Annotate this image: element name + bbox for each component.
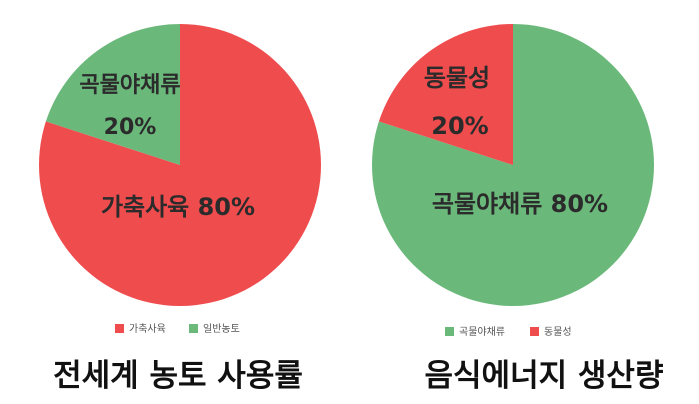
- pie-label-animal: 동물성 20%: [424, 64, 490, 140]
- legend-farmland-usage: 가축사육 일반농토: [115, 323, 240, 335]
- legend-label-cropland: 일반농토: [203, 323, 240, 335]
- slice-label-grain-vegetable-line1: 곡물야채류 80%: [432, 190, 608, 218]
- chart-food-energy: 곡물야채류 80% 동물성 20% 곡물야채류 동물성 음식에너지 생산량: [371, 24, 664, 394]
- chart-caption-farmland-usage: 전세계 농토 사용률: [53, 358, 303, 394]
- legend-swatch-animal: [530, 327, 539, 336]
- legend-swatch-livestock: [115, 324, 124, 333]
- legend-swatch-grain-vegetable: [445, 327, 454, 336]
- chart-farmland-usage: 가축사육 80% 곡물야채류 20% 가축사육 일반농토 전세계 농토 사용률: [38, 24, 321, 394]
- pie-label-livestock: 가축사육 80%: [101, 193, 255, 221]
- slice-label-cropland-line2: 20%: [104, 115, 157, 140]
- legend-food-energy: 곡물야채류 동물성: [445, 326, 572, 338]
- chart-caption-food-energy: 음식에너지 생산량: [425, 358, 664, 394]
- slice-label-livestock-line1: 가축사육 80%: [101, 193, 255, 221]
- pie-label-cropland: 곡물야채류 20%: [79, 73, 180, 140]
- slice-label-cropland-line1: 곡물야채류: [79, 73, 180, 98]
- slice-label-animal-line1: 동물성: [424, 64, 490, 92]
- pie-slice-animal: [378, 24, 513, 165]
- pie-slice-cropland: [45, 24, 180, 165]
- slice-label-animal-line2: 20%: [431, 112, 488, 140]
- legend-label-livestock: 가축사육: [129, 323, 166, 335]
- legend-label-grain-vegetable: 곡물야채류: [459, 326, 505, 338]
- legend-label-animal: 동물성: [544, 326, 572, 338]
- legend-swatch-cropland: [189, 324, 198, 333]
- pie-farmland-usage: [38, 24, 321, 306]
- pie-food-energy: [371, 24, 654, 306]
- pie-label-grain-vegetable: 곡물야채류 80%: [432, 190, 608, 218]
